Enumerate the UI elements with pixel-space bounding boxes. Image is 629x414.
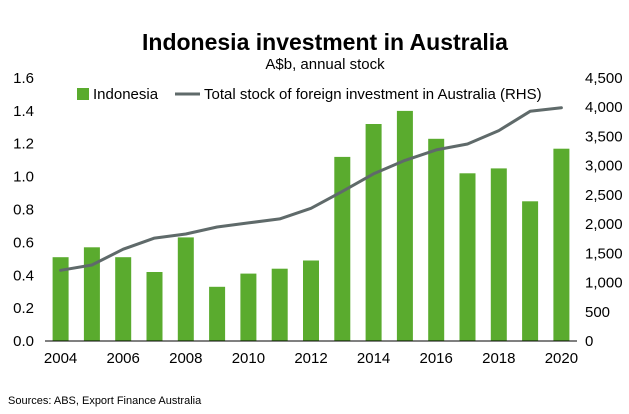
bars-layer [52,110,570,342]
left-tick-label: 0.4 [13,267,34,284]
right-tick-label: 3,500 [585,128,623,145]
x-tick-label: 2004 [44,350,77,367]
left-tick-label: 0.6 [13,234,34,251]
line-layer [59,106,563,272]
bar-indonesia-2019 [522,201,539,341]
chart-title: Indonesia investment in Australia [142,29,508,55]
bar-indonesia-2005 [83,247,100,341]
x-tick-label: 2018 [482,350,515,367]
bar-indonesia-2016 [428,138,445,341]
right-tick-label: 4,500 [585,70,623,87]
right-tick-label: 1,000 [585,275,623,292]
bar-indonesia-2012 [303,260,319,341]
left-tick-label: 0.8 [13,202,34,219]
legend-label-indonesia: Indonesia [93,86,159,103]
bar-indonesia-2013 [334,156,351,341]
bar-indonesia-2011 [271,268,288,341]
x-tick-label: 2008 [169,350,202,367]
left-axis-ticks: 0.0 0.2 0.4 0.6 0.8 1.0 1.2 1.4 1.6 [13,70,34,350]
right-tick-label: 0 [585,333,593,350]
x-tick-label: 2020 [545,350,578,367]
left-tick-label: 1.6 [13,70,34,87]
right-tick-label: 4,000 [585,99,623,116]
x-tick-label: 2016 [420,350,453,367]
x-tick-label: 2012 [294,350,327,367]
right-tick-label: 500 [585,304,610,321]
chart-subtitle: A$b, annual stock [265,56,385,73]
right-axis-ticks: 0 500 1,000 1,500 2,000 2,500 3,000 3,500 4,000 4… [585,70,623,350]
x-tick-label: 2006 [107,350,140,367]
bar-indonesia-2009 [209,286,226,341]
left-tick-label: 0.2 [13,300,34,317]
right-tick-label: 2,500 [585,187,623,204]
legend: Indonesia Total stock of foreign investm… [77,86,542,103]
bar-indonesia-2004 [52,257,69,341]
bar-indonesia-2020 [553,148,570,341]
bar-indonesia-2018 [490,168,507,341]
right-tick-label: 3,000 [585,158,623,175]
bar-indonesia-2006 [115,257,132,341]
left-tick-label: 1.4 [13,103,34,120]
bar-indonesia-2015 [396,110,413,342]
right-tick-label: 1,500 [585,245,623,262]
left-tick-label: 0.0 [13,333,34,350]
x-tick-label: 2014 [357,350,390,367]
line-total-stock [59,106,563,272]
x-tick-label: 2010 [232,350,265,367]
left-tick-label: 1.0 [13,169,34,186]
left-tick-label: 1.2 [13,136,34,153]
right-tick-label: 2,000 [585,216,623,233]
x-axis-ticks: 2004 2006 2008 2010 2012 2014 2016 2018 2020 [44,350,578,367]
bar-indonesia-2014 [365,124,382,341]
bar-indonesia-2008 [177,237,194,341]
bar-indonesia-2010 [240,273,257,341]
bar-indonesia-2017 [459,173,476,341]
legend-swatch-indonesia [77,88,89,100]
legend-label-total-stock: Total stock of foreign investment in Aus… [204,86,542,103]
source-note: Sources: ABS, Export Finance Australia [8,395,202,407]
bar-indonesia-2007 [146,272,163,341]
